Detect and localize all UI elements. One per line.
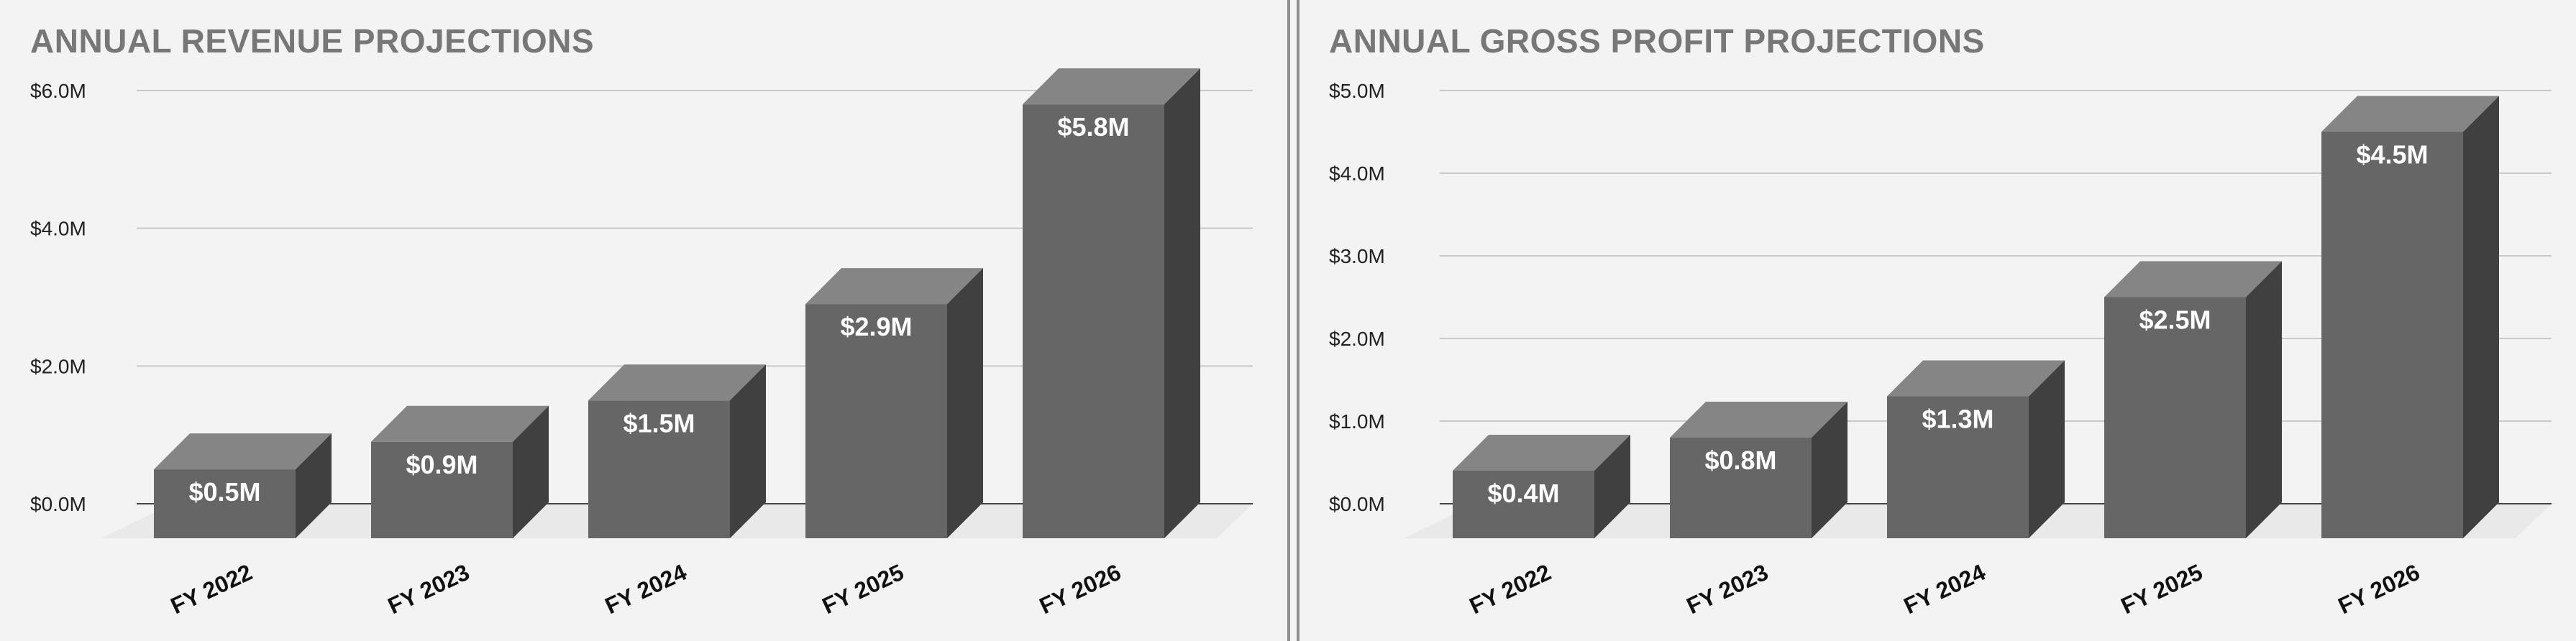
bar-front [1670, 438, 1812, 538]
x-tick-label: FY 2023 [384, 559, 473, 619]
bar-top [2321, 96, 2499, 132]
x-tick-label: FY 2022 [167, 559, 256, 619]
y-tick-label: $2.0M [30, 355, 86, 377]
revenue-chart-panel: ANNUAL REVENUE PROJECTIONS $0.0M $2.0M $4.… [0, 0, 1287, 641]
bar [805, 268, 983, 538]
revenue-chart: $0.0M $2.0M $4.0M $6.0M $0.5M FY 2022 $0.9M FY … [30, 68, 1253, 619]
bar-front [1887, 396, 2029, 538]
x-tick-label: FY 2022 [1466, 559, 1555, 619]
bar-front [1453, 471, 1594, 538]
bar-top [1887, 360, 2065, 397]
x-tick-label: FY 2026 [2334, 559, 2424, 619]
bar-value-label: $1.5M [623, 408, 695, 438]
bar-front [588, 400, 730, 538]
bar [2321, 96, 2499, 538]
revenue-chart-title: ANNUAL REVENUE PROJECTIONS [30, 22, 595, 60]
bar-front [2104, 297, 2246, 538]
bar [1670, 402, 1847, 538]
y-tick-label: $0.0M [30, 493, 86, 515]
panel-divider [1297, 0, 1300, 641]
gross-profit-chart-title: ANNUAL GROSS PROFIT PROJECTIONS [1329, 22, 1985, 60]
bar [1887, 360, 2065, 538]
bar-side [296, 433, 332, 538]
bar-side [1812, 402, 1847, 538]
bar-top [805, 268, 983, 305]
bar [1023, 68, 1200, 538]
bar-value-label: $0.4M [1487, 479, 1559, 508]
bar-side [2246, 261, 2282, 538]
bar-front [2321, 132, 2463, 538]
bar-value-label: $0.9M [406, 450, 478, 479]
bar-side [947, 268, 983, 538]
bar-top [588, 364, 766, 401]
bar-side [2029, 360, 2065, 538]
x-tick-label: FY 2023 [1683, 559, 1772, 619]
y-tick-label: $4.0M [1329, 162, 1385, 185]
bar-value-label: $5.8M [1057, 112, 1129, 142]
bar-front [805, 304, 947, 538]
gross-profit-chart-panel: ANNUAL GROSS PROFIT PROJECTIONS $0.0M $1.… [1299, 0, 2576, 641]
bar-value-label: $1.3M [1922, 405, 1993, 434]
bar [154, 433, 332, 538]
x-tick-label: FY 2025 [818, 559, 908, 619]
y-tick-label: $2.0M [1329, 328, 1385, 350]
bar-value-label: $2.9M [840, 312, 912, 341]
bar [588, 364, 766, 538]
panel-divider [1287, 0, 1290, 641]
bar-top [1453, 435, 1630, 471]
gross-profit-chart: $0.0M $1.0M $2.0M $3.0M $4.0M $5.0M $0.4M FY 20… [1329, 80, 2552, 619]
bar-front [371, 441, 513, 538]
y-tick-label: $6.0M [30, 80, 86, 102]
bar-value-label: $2.5M [2139, 305, 2211, 335]
bar-side [1164, 68, 1200, 538]
x-tick-label: FY 2024 [601, 559, 691, 619]
bar-top [1670, 402, 1847, 438]
y-tick-label: $0.0M [1329, 493, 1385, 515]
bar-side [1594, 435, 1630, 538]
bar-top [1023, 68, 1200, 105]
x-tick-label: FY 2026 [1036, 559, 1125, 619]
bar-side [730, 364, 766, 538]
y-tick-label: $5.0M [1329, 80, 1385, 102]
bar-front [154, 469, 296, 538]
bar-top [371, 405, 549, 442]
bar-top [154, 433, 332, 470]
y-tick-label: $1.0M [1329, 410, 1385, 433]
bar [2104, 261, 2282, 538]
bar [371, 405, 549, 538]
bar-side [513, 405, 549, 538]
bar-value-label: $0.8M [1704, 446, 1776, 475]
y-tick-label: $4.0M [30, 218, 86, 240]
bar-value-label: $4.5M [2356, 140, 2428, 170]
x-tick-label: FY 2024 [1900, 559, 1990, 619]
y-tick-label: $3.0M [1329, 245, 1385, 267]
bar-front [1023, 104, 1164, 538]
bar-top [2104, 261, 2282, 298]
bar-side [2463, 96, 2499, 538]
bar [1453, 435, 1630, 538]
x-tick-label: FY 2025 [2117, 559, 2206, 619]
bar-value-label: $0.5M [188, 477, 260, 507]
